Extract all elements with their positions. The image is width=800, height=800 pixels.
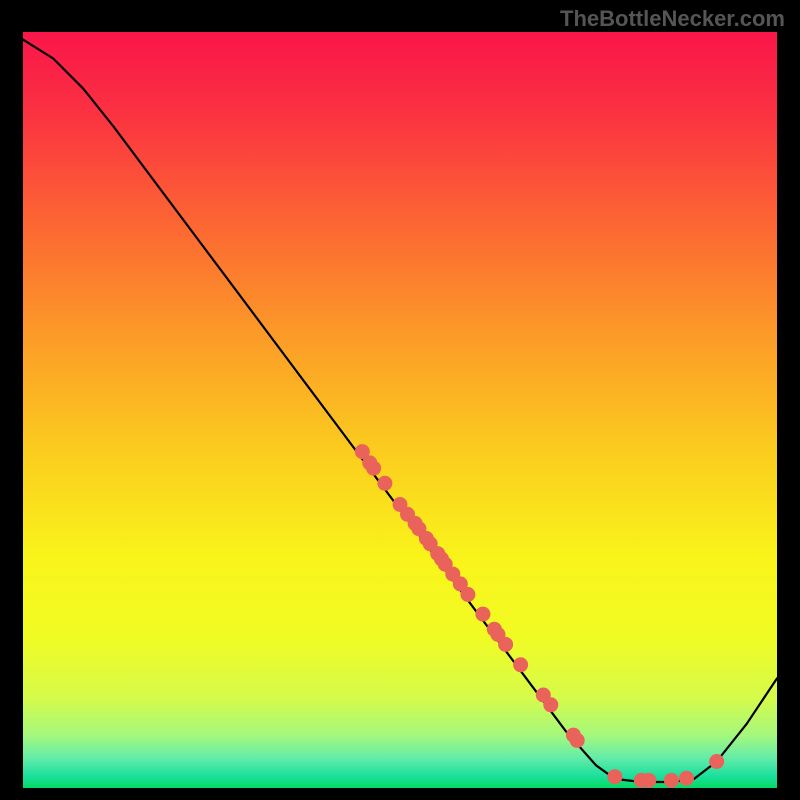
data-point: [498, 637, 513, 652]
data-point: [513, 657, 528, 672]
data-point: [641, 773, 656, 788]
data-point: [607, 769, 622, 784]
data-point: [664, 773, 679, 788]
plot-area: [23, 32, 777, 788]
data-point: [543, 697, 558, 712]
data-point: [366, 461, 381, 476]
chart-svg: [23, 32, 777, 788]
data-point: [570, 733, 585, 748]
data-point: [460, 587, 475, 602]
data-point: [709, 754, 724, 769]
data-point: [679, 771, 694, 786]
watermark-text: TheBottleNecker.com: [560, 6, 785, 32]
data-point: [377, 476, 392, 491]
outer-frame: TheBottleNecker.com: [0, 0, 800, 800]
data-point: [475, 607, 490, 622]
gradient-background: [23, 32, 777, 788]
